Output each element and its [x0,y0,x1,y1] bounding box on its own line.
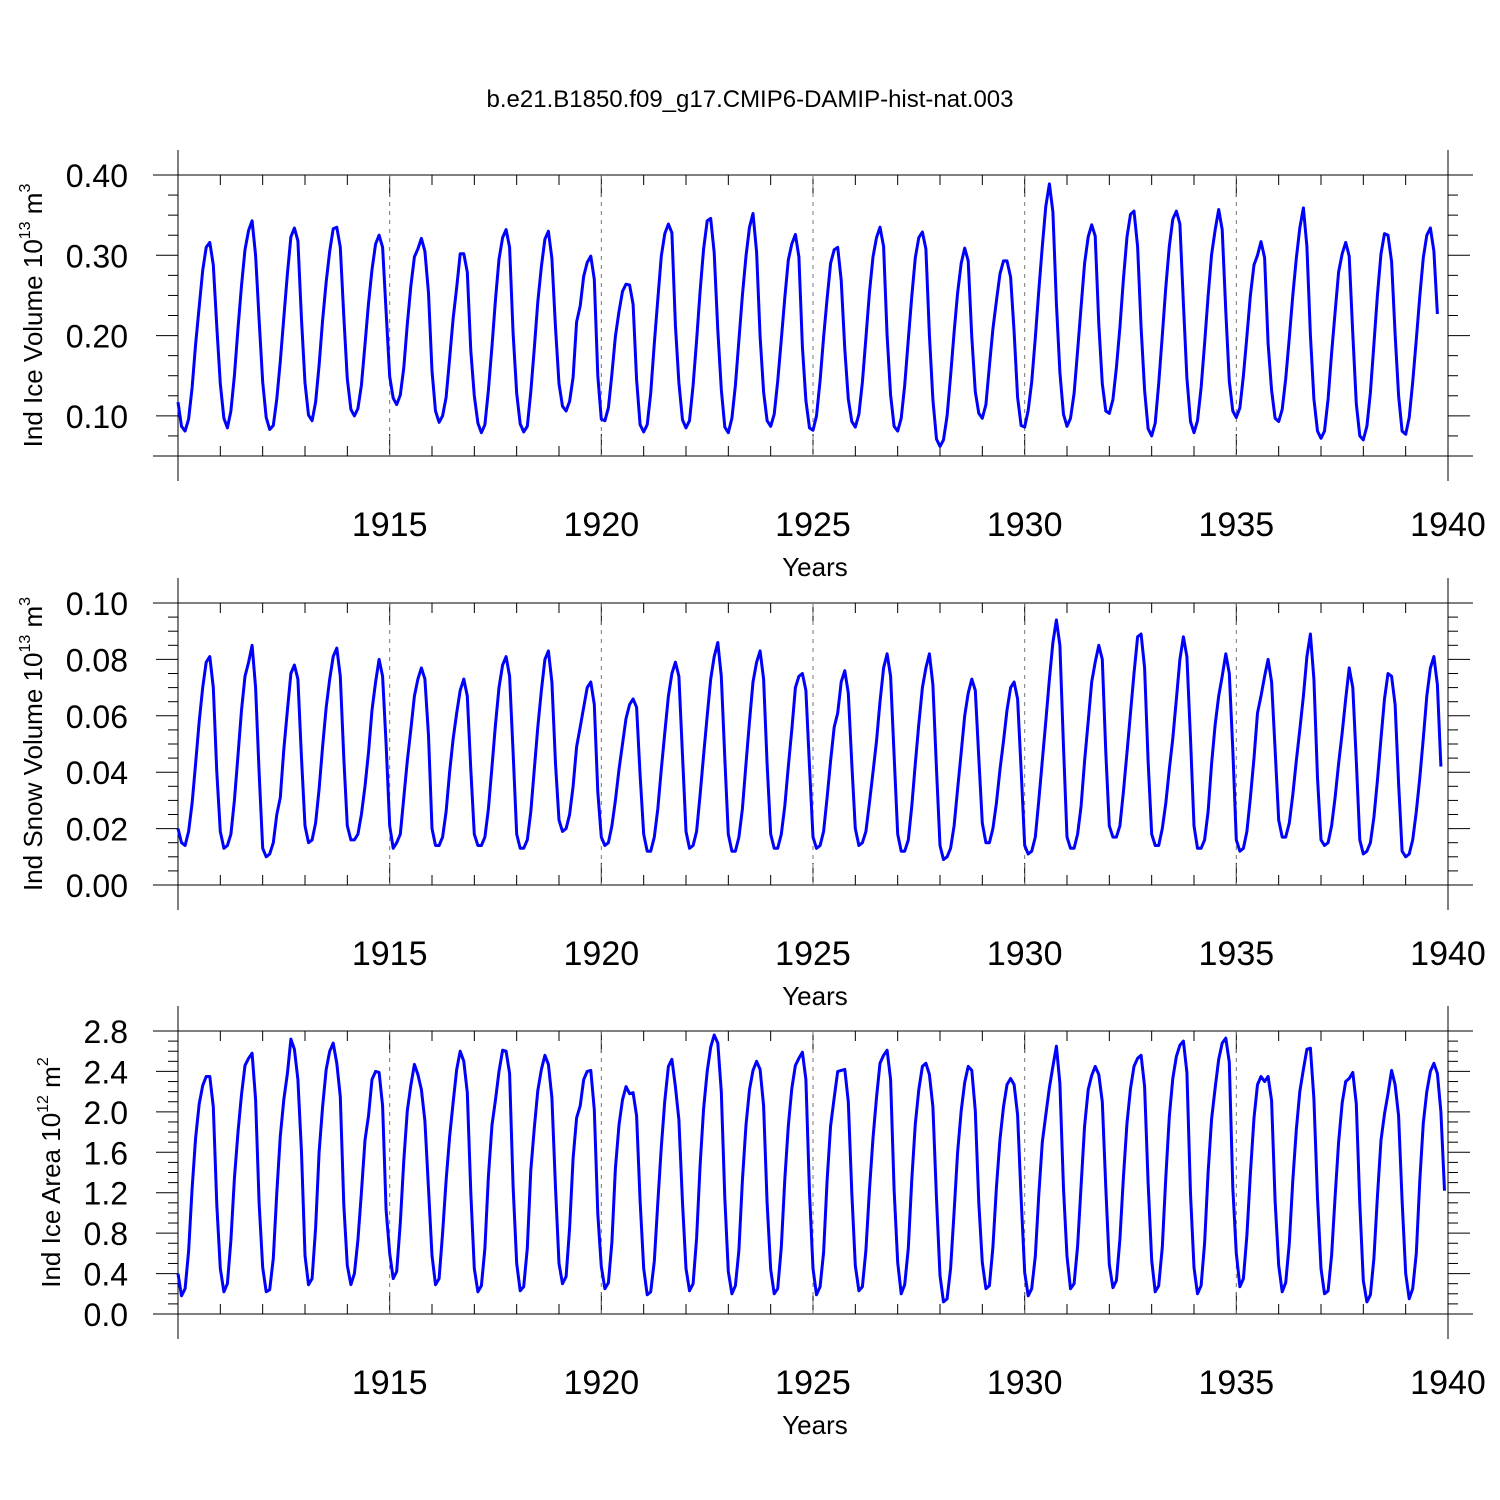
y-axis-label: Ind Ice Volume 1013 m3 [17,184,48,448]
y-label-unit: m [18,193,48,222]
panel-ice-area: 1915 1920 1925 1930 1935 1940 Years 0.0 0.4 0.8 1.… [35,1006,1486,1440]
y-tick-label: 1.6 [84,1135,128,1171]
y-tick-label: 0.10 [66,399,128,435]
y-label-text: Ind Ice Volume 10 [18,239,48,447]
y-tick-label: 0.30 [66,238,128,274]
x-tick-label: 1930 [987,506,1063,544]
y-tick-label: 0.4 [84,1257,128,1293]
y-axis-label: Ind Snow Volume 1013 m3 [17,597,48,891]
x-tick-label: 1940 [1410,935,1486,973]
x-tick-label: 1940 [1410,506,1486,544]
y-tick-label: 0.00 [66,868,128,904]
x-tick-label: 1930 [987,1364,1063,1402]
y-label-exponent: 13 [17,635,34,653]
y-label-exponent: 12 [35,1095,52,1113]
x-tick-label: 1915 [352,935,428,973]
x-tick-label: 1935 [1199,935,1275,973]
x-tick-label: 1920 [564,506,640,544]
figure-title: b.e21.B1850.f09_g17.CMIP6-DAMIP-hist-nat… [486,86,1014,113]
y-tick-label: 0.0 [84,1297,128,1333]
x-axis-label: Years [782,552,848,582]
x-tick-label: 1940 [1410,1364,1486,1402]
y-tick-label: 0.04 [66,755,128,791]
y-tick-label: 2.0 [84,1095,128,1131]
y-axis-label: Ind Ice Area 1012 m2 [35,1057,66,1288]
x-tick-label: 1930 [987,935,1063,973]
y-tick-label: 0.20 [66,319,128,355]
data-series-line [176,1033,1446,1304]
y-label-text: Ind Snow Volume 10 [18,653,48,892]
y-tick-label: 0.8 [84,1216,128,1252]
x-tick-label: 1920 [564,935,640,973]
y-tick-label: 1.2 [84,1176,128,1212]
y-tick-label: 0.06 [66,699,128,735]
y-tick-label: 0.08 [66,642,128,678]
y-label-unit-exponent: 3 [17,184,34,193]
y-label-unit: m [18,606,48,635]
y-label-exponent: 13 [17,221,34,239]
x-tick-label: 1915 [352,1364,428,1402]
x-tick-label: 1925 [775,935,851,973]
x-tick-label: 1920 [564,1364,640,1402]
y-label-unit-exponent: 2 [35,1057,52,1066]
x-tick-label: 1935 [1199,506,1275,544]
data-series-line [176,182,1439,448]
panel-ice-volume: 1915 1920 1925 1930 1935 1940 Years 0.10 0.20 0.3… [17,150,1486,582]
x-axis-label: Years [782,1410,848,1440]
y-tick-label: 0.10 [66,586,128,622]
y-tick-label: 2.8 [84,1014,128,1050]
x-axis-label: Years [782,981,848,1011]
x-tick-label: 1925 [775,1364,851,1402]
x-tick-label: 1935 [1199,1364,1275,1402]
y-label-text: Ind Ice Area 10 [36,1113,66,1288]
y-tick-label: 0.40 [66,158,128,194]
y-tick-label: 0.02 [66,812,128,848]
y-label-unit-exponent: 3 [17,597,34,606]
x-tick-label: 1925 [775,506,851,544]
panel-snow-volume: 1915 1920 1925 1930 1935 1940 Years 0.00 0.02 0.0… [17,578,1486,1011]
y-tick-label: 2.4 [84,1054,128,1090]
data-series-line [176,618,1443,862]
y-label-unit: m [36,1066,66,1095]
x-tick-label: 1915 [352,506,428,544]
